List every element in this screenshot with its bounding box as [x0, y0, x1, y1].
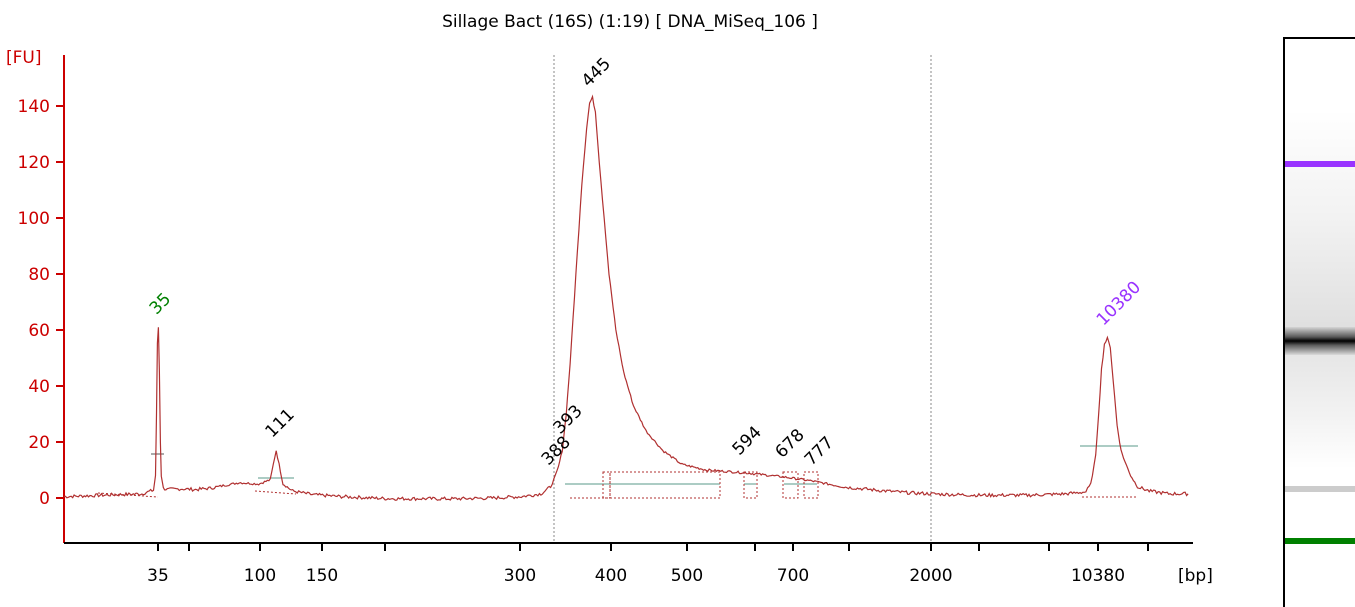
x-tick-label: 400 — [595, 566, 627, 586]
y-tick-label: 60 — [28, 321, 50, 341]
y-tick-label: 80 — [28, 265, 50, 285]
x-tick-label: 2000 — [909, 566, 952, 586]
x-tick-label: 150 — [306, 566, 338, 586]
gel-smear — [1285, 109, 1355, 469]
y-tick-label: 20 — [28, 433, 50, 453]
y-tick-label: 140 — [18, 97, 50, 117]
y-tick-label: 120 — [18, 153, 50, 173]
x-tick-label: 35 — [147, 566, 169, 586]
peak-label: 35 — [146, 289, 175, 318]
y-axis-label: [FU] — [6, 48, 42, 68]
trace-line — [63, 94, 1189, 502]
peak-label: 445 — [578, 54, 615, 91]
y-tick-label: 40 — [28, 377, 50, 397]
peak-label: 111 — [262, 405, 299, 442]
gel-band — [1285, 327, 1355, 356]
peak-label: 393 — [550, 401, 587, 438]
peak-label: 10380 — [1093, 278, 1145, 330]
integration-floor — [254, 490, 297, 495]
chart-title: Sillage Bact (16S) (1:19) [ DNA_MiSeq_10… — [442, 12, 818, 32]
x-tick-label: 700 — [777, 566, 809, 586]
gel-lane — [1283, 37, 1355, 607]
x-tick-label: 300 — [504, 566, 536, 586]
gel-band — [1285, 537, 1355, 544]
electropherogram-chart: Sillage Bact (16S) (1:19) [ DNA_MiSeq_10… — [6, 12, 1213, 586]
integration-box — [803, 471, 819, 499]
x-tick-label: 500 — [671, 566, 703, 586]
x-tick-label: 100 — [244, 566, 276, 586]
integration-box — [743, 471, 758, 499]
peak-label: 388 — [538, 432, 575, 469]
integration-box — [782, 471, 799, 499]
integration-box — [609, 471, 721, 499]
integration-box — [602, 471, 611, 499]
gel-band — [1285, 486, 1355, 493]
y-tick-label: 0 — [39, 489, 50, 509]
gel-band — [1285, 161, 1355, 168]
x-axis-label: [bp] — [1178, 566, 1213, 586]
x-tick-label: 10380 — [1071, 566, 1125, 586]
peak-label: 594 — [729, 422, 766, 459]
y-tick-label: 100 — [18, 209, 50, 229]
